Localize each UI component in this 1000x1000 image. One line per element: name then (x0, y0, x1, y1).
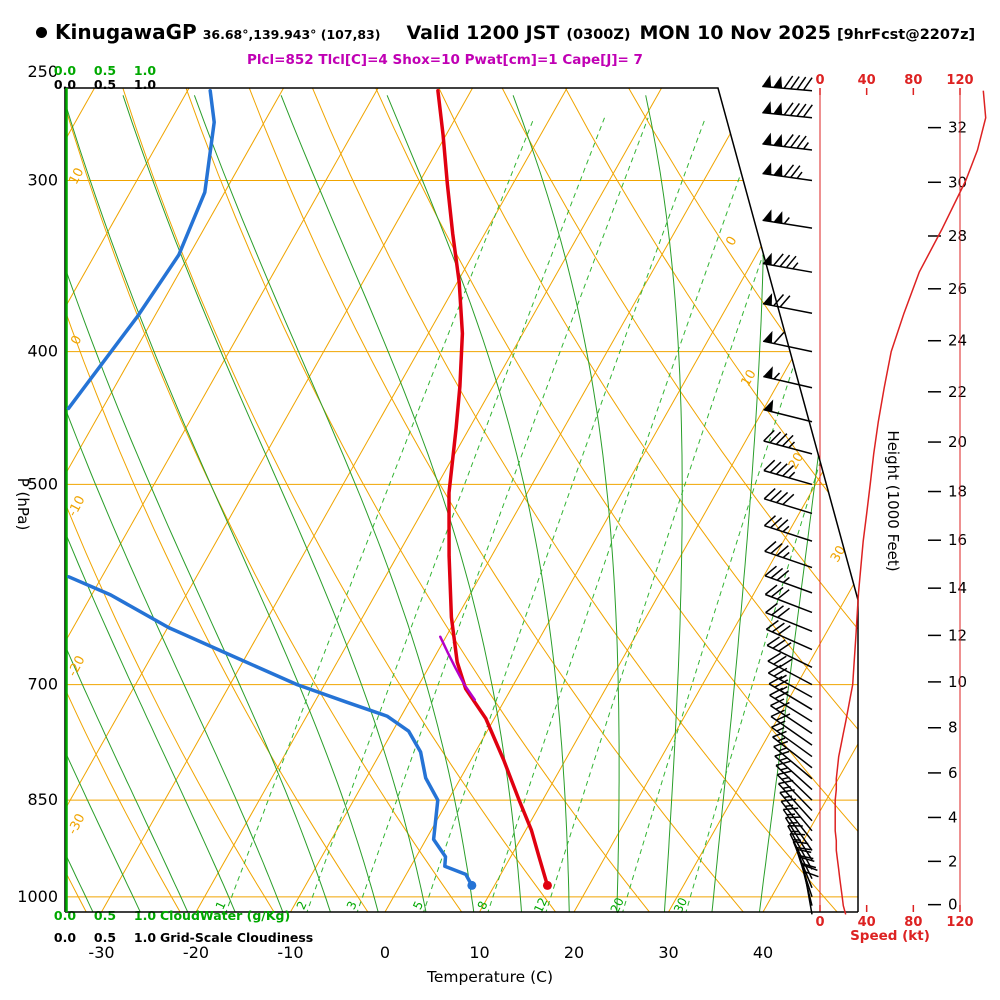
svg-text:22: 22 (948, 383, 967, 401)
svg-text:3: 3 (344, 899, 360, 912)
grid (65, 88, 858, 912)
svg-text:40: 40 (858, 915, 876, 930)
cloudwater-axis-label: CloudWater (g/Kg) (160, 908, 291, 923)
svg-text:0.0: 0.0 (54, 63, 76, 78)
wind-barbs (762, 74, 819, 915)
svg-text:300: 300 (27, 170, 58, 189)
svg-text:24: 24 (948, 332, 967, 350)
svg-text:28: 28 (948, 227, 967, 245)
svg-text:0.5: 0.5 (94, 908, 116, 923)
valid-date-label: MON 10 Nov 2025 (639, 22, 831, 44)
svg-text:32: 32 (948, 119, 967, 137)
svg-text:2: 2 (294, 899, 310, 912)
surface-dewpoint-dot (467, 880, 477, 890)
temperature-curve (436, 88, 550, 888)
svg-text:0.5: 0.5 (94, 930, 116, 945)
svg-text:80: 80 (904, 915, 922, 930)
svg-text:1.0: 1.0 (134, 63, 156, 78)
surface-temperature-dot (542, 880, 552, 890)
svg-text:8: 8 (948, 719, 958, 737)
svg-text:250: 250 (27, 62, 58, 81)
svg-text:-20: -20 (183, 943, 209, 962)
svg-text:0.0: 0.0 (54, 930, 76, 945)
svg-text:12: 12 (948, 626, 967, 644)
svg-text:20: 20 (608, 895, 627, 915)
svg-text:120: 120 (946, 73, 973, 88)
svg-text:0: 0 (380, 943, 390, 962)
svg-text:0: 0 (815, 73, 824, 88)
svg-text:26: 26 (948, 280, 967, 298)
svg-text:8: 8 (475, 899, 491, 912)
svg-text:0.5: 0.5 (94, 63, 116, 78)
plot-border (64, 87, 859, 913)
svg-text:14: 14 (948, 579, 967, 597)
svg-text:18: 18 (948, 483, 967, 501)
svg-text:-20: -20 (65, 653, 88, 679)
svg-text:120: 120 (946, 915, 973, 930)
svg-text:850: 850 (27, 790, 58, 809)
speed-axis (819, 88, 961, 912)
valid-utc-label: (0300Z) (566, 27, 631, 43)
station-name: KinugawaGP (55, 20, 197, 44)
svg-text:10: 10 (66, 166, 87, 188)
dewpoint-curve-upper (66, 88, 216, 411)
svg-text:12: 12 (531, 895, 550, 915)
temperature-axis-label: Temperature (C) (426, 968, 554, 986)
pressure-axis-label: P (hPa) (14, 477, 32, 531)
svg-text:400: 400 (27, 342, 58, 361)
svg-text:30: 30 (658, 943, 678, 962)
sounding-curves (66, 88, 550, 888)
svg-text:-30: -30 (88, 943, 114, 962)
svg-text:-30: -30 (65, 811, 88, 837)
dewpoint-curve (67, 575, 474, 888)
svg-text:16: 16 (948, 531, 967, 549)
svg-text:30: 30 (671, 895, 690, 915)
svg-text:0.5: 0.5 (94, 77, 116, 92)
svg-text:1000: 1000 (17, 887, 58, 906)
svg-text:1.0: 1.0 (134, 77, 156, 92)
svg-text:700: 700 (27, 675, 58, 694)
stability-indices-line: Plcl=852 Tlcl[C]=4 Shox=10 Pwat[cm]=1 Ca… (247, 52, 643, 68)
height-axis-label: Height (1000 Feet) (884, 430, 902, 572)
parcel-curve (439, 635, 476, 701)
svg-text:0: 0 (948, 896, 958, 914)
station-coords: 36.68°,139.943° (107,83) (202, 27, 381, 42)
svg-text:0: 0 (68, 333, 85, 347)
svg-text:1.0: 1.0 (134, 930, 156, 945)
station-bullet-icon (36, 26, 47, 38)
cloudiness-axis-label: Grid-Scale Cloudiness (160, 930, 314, 945)
title-bar: KinugawaGP 36.68°,139.943° (107,83) Vali… (36, 20, 975, 44)
forecast-age-tag: [9hrFcst@2207z] (836, 27, 976, 43)
svg-text:0: 0 (815, 915, 824, 930)
svg-text:4: 4 (948, 808, 958, 826)
speed-profile (834, 90, 987, 915)
svg-text:20: 20 (948, 433, 967, 451)
speed-axis-label: Speed (kt) (850, 928, 930, 944)
svg-text:500: 500 (27, 474, 58, 493)
svg-text:2: 2 (948, 852, 958, 870)
svg-text:40: 40 (858, 73, 876, 88)
svg-text:-10: -10 (277, 943, 303, 962)
valid-time-label: Valid 1200 JST (406, 22, 560, 44)
svg-text:10: 10 (469, 943, 489, 962)
svg-text:10: 10 (738, 367, 759, 389)
svg-text:1.0: 1.0 (134, 908, 156, 923)
svg-text:10: 10 (948, 673, 967, 691)
svg-text:40: 40 (753, 943, 773, 962)
svg-text:6: 6 (948, 764, 958, 782)
svg-text:80: 80 (904, 73, 922, 88)
svg-text:20: 20 (564, 943, 584, 962)
svg-text:-10: -10 (65, 493, 88, 519)
